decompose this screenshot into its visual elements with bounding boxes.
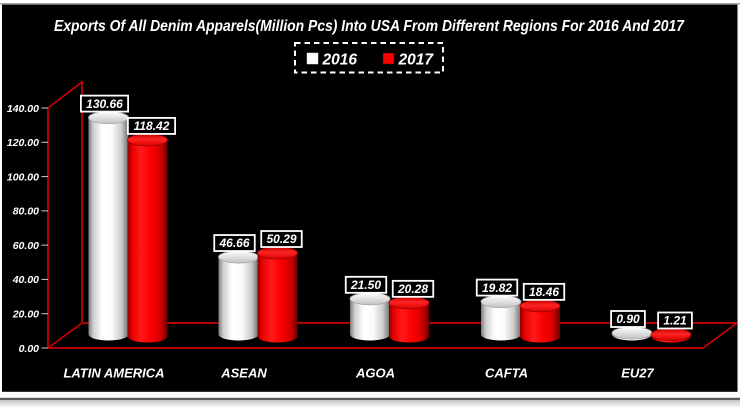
floor-front-edge-line (48, 322, 738, 349)
y-axis-tick-label: 0.00 (19, 343, 40, 355)
data-label-2017-cafta: 18.46 (522, 282, 566, 301)
data-label-2016-eu27: 0.90 (610, 310, 646, 328)
data-label-value: 130.66 (86, 97, 123, 111)
data-label-2017-asean: 50.29 (260, 230, 303, 248)
data-label-2016-asean: 46.66 (213, 234, 256, 252)
data-label-box (80, 94, 130, 113)
y-axis-tick-label: 60.00 (13, 240, 39, 252)
data-label-value: 1.21 (663, 314, 687, 328)
data-label-box (610, 310, 646, 328)
y-axis-tick-label: 100.00 (7, 171, 39, 183)
legend-border (294, 42, 444, 74)
bar-top-2017-latin-america (127, 133, 168, 147)
data-label-box (344, 275, 388, 294)
y-axis-tick-label: 140.00 (7, 103, 39, 115)
bar-top-2017-eu27 (650, 328, 692, 341)
data-label-value: 20.28 (397, 282, 428, 296)
y-axis-tick-label: 80.00 (13, 206, 39, 218)
bar-2016-agoa (350, 298, 390, 341)
data-label-box (260, 230, 303, 248)
floor-left-depth-edge (47, 322, 83, 349)
category-label-cafta: CAFTA (485, 366, 528, 381)
data-label-value: 50.29 (266, 232, 296, 246)
y-axis-tick-label: 20.00 (12, 309, 39, 321)
bar-2017-latin-america (127, 139, 168, 343)
bar-2017-asean (257, 253, 298, 343)
y-axis-ticks: 0.00 20.00 40.00 60.00 80.00 100.00 120.00 140.… (7, 103, 48, 355)
data-label-box (127, 117, 177, 135)
data-label-2017-latin-america: 118.42 (127, 117, 177, 135)
bar-top-2017-asean (257, 246, 298, 260)
bar-2017-agoa (389, 302, 429, 343)
bar-top-2016-eu27 (611, 326, 653, 340)
data-label-value: 19.82 (482, 281, 512, 295)
bars (88, 111, 692, 343)
category-labels: LATIN AMERICA ASEAN AGOA CAFTA EU27 (63, 366, 654, 381)
bar-2016-asean (218, 257, 259, 341)
data-label-value: 21.50 (350, 278, 381, 292)
bar-2016-latin-america (88, 117, 129, 341)
data-label-box (522, 282, 566, 301)
y-axis-tick-label: 40.00 (12, 274, 39, 286)
bar-top-2017-agoa (388, 296, 430, 310)
category-label-asean: ASEAN (220, 366, 267, 381)
bar-top-2017-cafta (519, 299, 561, 313)
data-label-value: 0.90 (616, 312, 640, 326)
data-label-2017-eu27: 1.21 (657, 311, 693, 330)
left-wall-and-back-floor-axis (47, 80, 737, 348)
data-labels: 130.66 118.42 46.66 50.29 21.50 20.28 19.82 18.… (80, 94, 693, 330)
y-axis-tick-label: 120.00 (7, 137, 39, 149)
data-label-value: 46.66 (218, 236, 249, 250)
window-bottom-strip (0, 400, 740, 407)
bar-top-2016-agoa (349, 292, 391, 306)
window-top-rule (0, 3, 740, 5)
window-bottom-rule (0, 397, 740, 401)
bar-2017-cafta (520, 305, 560, 343)
axes (47, 80, 737, 349)
floor-front-edge (48, 322, 738, 349)
data-label-2017-agoa: 20.28 (391, 279, 435, 298)
bar-2016-cafta (481, 301, 521, 341)
bar-top-2016-cafta (480, 295, 522, 308)
category-label-agoa: AGOA (355, 366, 395, 381)
data-label-2016-latin-america: 130.66 (80, 94, 130, 113)
legend-label-2017: 2017 (398, 52, 435, 69)
data-label-box (657, 311, 693, 330)
data-label-value: 118.42 (134, 119, 170, 133)
legend-swatch-2016 (306, 52, 319, 65)
bar-top-2016-latin-america (88, 111, 129, 125)
legend-label-2016: 2016 (322, 52, 358, 69)
data-label-box (213, 234, 256, 252)
category-label-eu27: EU27 (621, 366, 654, 381)
data-label-2016-cafta: 19.82 (475, 278, 519, 297)
data-label-value: 18.46 (529, 285, 559, 299)
category-label-latin-america: LATIN AMERICA (63, 366, 164, 381)
data-label-box (391, 279, 435, 298)
legend-swatch-2017 (382, 52, 395, 65)
bar-top-2016-asean (218, 250, 259, 264)
data-label-box (475, 278, 519, 297)
chart-title: Exports Of All Denim Apparels(Million Pc… (54, 18, 685, 35)
legend: 2016 2017 (294, 42, 444, 74)
data-label-2016-agoa: 21.50 (344, 275, 388, 294)
